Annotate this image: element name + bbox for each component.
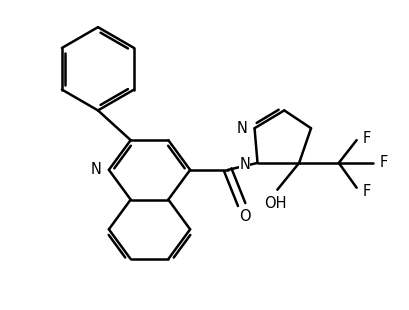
Text: N: N [90, 162, 101, 177]
Text: N: N [236, 121, 247, 136]
Text: OH: OH [263, 196, 286, 211]
Text: N: N [238, 157, 249, 172]
Text: F: F [362, 184, 370, 199]
Text: F: F [362, 131, 370, 146]
Text: F: F [378, 155, 387, 171]
Text: O: O [238, 209, 250, 224]
